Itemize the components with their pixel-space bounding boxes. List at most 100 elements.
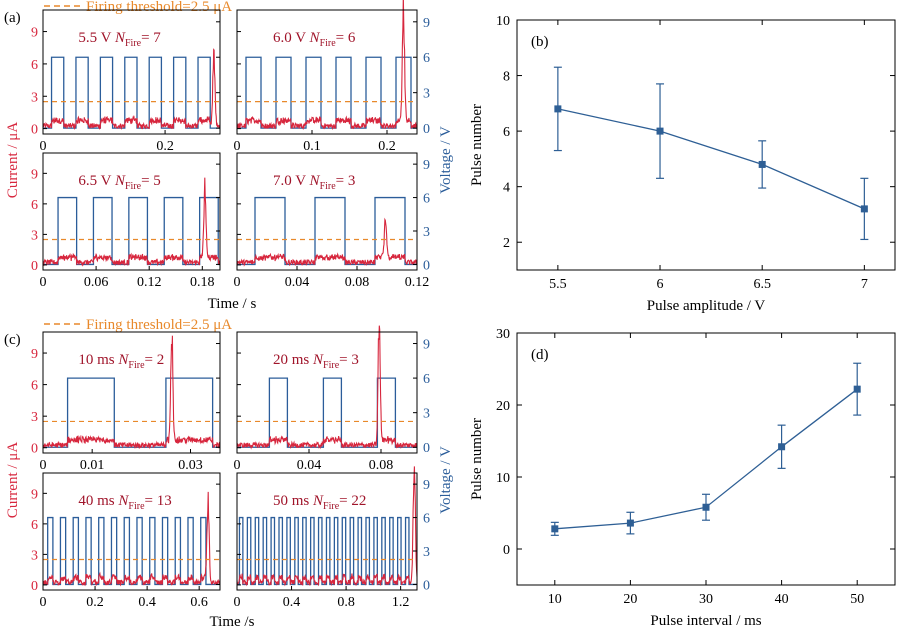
ytick-label-current: 6	[31, 58, 38, 73]
ytick-label-voltage: 0	[423, 258, 430, 273]
panel-a-label: (a)	[4, 10, 21, 26]
xtick-label: 0	[40, 595, 47, 610]
data-point	[702, 503, 710, 511]
panel-c-ylabel-voltage: Voltage / V	[438, 446, 454, 514]
xtick-label: 0	[40, 275, 47, 290]
xtick-label: 0	[234, 458, 241, 473]
xtick-label: 7	[861, 277, 868, 292]
panel-c-threshold-legend: Firing threshold=2.5 μA	[86, 317, 232, 333]
subplot-annotation: 50 ms NFire= 22	[273, 493, 366, 512]
ytick-label-current: 9	[31, 487, 38, 502]
data-point	[554, 105, 562, 113]
ytick-label-current: 0	[31, 442, 38, 457]
panel-a-threshold-legend: Firing threshold=2.5 μA	[86, 0, 232, 15]
ytick-label: 10	[496, 471, 510, 486]
xtick-label: 0.04	[285, 275, 310, 290]
ytick-label-current: 3	[31, 90, 38, 105]
subplot-annotation: 6.5 V NFire= 5	[78, 173, 160, 192]
ytick-label-current: 9	[31, 167, 38, 182]
xtick-label: 6.5	[753, 277, 771, 292]
voltage-pulse-trace	[237, 196, 417, 266]
xtick-label: 0.04	[297, 458, 322, 473]
ytick-label-voltage: 3	[423, 545, 430, 560]
ytick-label-voltage: 9	[423, 338, 430, 353]
subplot-annotation: 40 ms NFire= 13	[78, 493, 171, 512]
subplot-frame	[236, 152, 418, 271]
subplot-frame	[42, 331, 221, 454]
data-point	[778, 443, 786, 451]
xtick-label: 0.06	[84, 275, 109, 290]
panel-a-xlabel: Time / s	[208, 296, 257, 312]
ytick-label: 30	[496, 327, 510, 342]
ytick-label: 0	[503, 543, 510, 558]
x-axis-label: Pulse amplitude / V	[647, 298, 766, 314]
panel-a-subplot-6.0v: 0 3 6 9 0 0.1 0.2 6.0 V NFire= 6	[234, 0, 430, 154]
ytick-label-voltage: 0	[423, 578, 430, 593]
ytick-label-current: 0	[31, 259, 38, 274]
panel-c-subplot-40ms: 0 3 6 9 0 0.2 0.4 0.6 40 ms NFire= 13	[31, 472, 221, 610]
xtick-label: 5.5	[549, 277, 567, 292]
ytick-label-current: 3	[31, 410, 38, 425]
ytick-label-voltage: 9	[423, 478, 430, 493]
ytick-label-current: 9	[31, 347, 38, 362]
xtick-label: 0	[40, 458, 47, 473]
current-trace	[42, 177, 221, 267]
xtick-label: 0	[40, 139, 47, 154]
xtick-label: 0.2	[156, 139, 174, 154]
subplot-annotation: 20 ms NFire= 3	[273, 352, 359, 371]
subplot-annotation: 7.0 V NFire= 3	[273, 173, 355, 192]
plot-frame	[516, 19, 896, 271]
ytick-label-voltage: 6	[423, 512, 430, 527]
voltage-pulse-trace	[43, 56, 220, 129]
xtick-label: 6	[657, 277, 664, 292]
current-trace	[42, 335, 221, 450]
voltage-pulse-trace	[43, 196, 220, 266]
xtick-label: 0.2	[378, 139, 396, 154]
xtick-label: 1.2	[392, 595, 410, 610]
xtick-label: 40	[775, 592, 789, 607]
panel-c-label: (c)	[4, 332, 21, 348]
data-point	[626, 519, 634, 527]
voltage-pulse-trace	[237, 377, 417, 448]
xtick-label: 10	[548, 592, 562, 607]
panel-d-chart: 10 20 30 40 50 0 10 20 30 (d) Pulse interval / ms P…	[469, 327, 896, 629]
ytick-label-voltage: 0	[423, 441, 430, 456]
xtick-label: 0.12	[405, 275, 430, 290]
voltage-pulse-trace	[237, 56, 417, 129]
xtick-label: 0.6	[190, 595, 208, 610]
panel-b-chart: 5.5 6 6.5 7 2 4 6 8 10 (b) Pulse amplitude / V Puls…	[469, 14, 896, 314]
subplot-annotation: 6.0 V NFire= 6	[273, 30, 356, 49]
subplot-frame	[42, 472, 221, 591]
ytick-label: 6	[503, 125, 510, 140]
ytick-label-current: 6	[31, 518, 38, 533]
ytick-label: 10	[496, 14, 510, 29]
xtick-label: 0.4	[138, 595, 156, 610]
current-trace	[236, 466, 418, 587]
panel-c-subplot-20ms: 0 3 6 9 0 0.04 0.08 20 ms NFire= 3	[234, 325, 430, 473]
xtick-label: 0.1	[303, 139, 321, 154]
panel-a-ylabel-voltage: Voltage / V	[438, 126, 454, 194]
current-trace	[236, 0, 418, 131]
ytick-label: 20	[496, 399, 510, 414]
voltage-pulse-trace	[237, 516, 417, 586]
ytick-label: 8	[503, 70, 510, 85]
xtick-label: 0	[234, 139, 241, 154]
panel-c-xlabel: Time /s	[210, 614, 255, 630]
xtick-label: 20	[623, 592, 637, 607]
xtick-label: 0.8	[337, 595, 355, 610]
xtick-label: 0.03	[178, 458, 203, 473]
ytick-label-current: 6	[31, 198, 38, 213]
current-trace	[236, 325, 418, 450]
x-axis-label: Pulse interval / ms	[650, 613, 761, 629]
subplot-frame	[236, 9, 418, 135]
data-point	[853, 385, 861, 393]
ytick-label-voltage: 6	[423, 372, 430, 387]
subplot-frame	[236, 331, 418, 454]
ytick-label-voltage: 3	[423, 225, 430, 240]
ytick-label-current: 0	[31, 579, 38, 594]
plot-frame	[516, 332, 896, 586]
xtick-label: 0.08	[369, 458, 394, 473]
ytick-label: 2	[503, 236, 510, 251]
data-point	[656, 127, 664, 135]
ytick-label-current: 6	[31, 379, 38, 394]
